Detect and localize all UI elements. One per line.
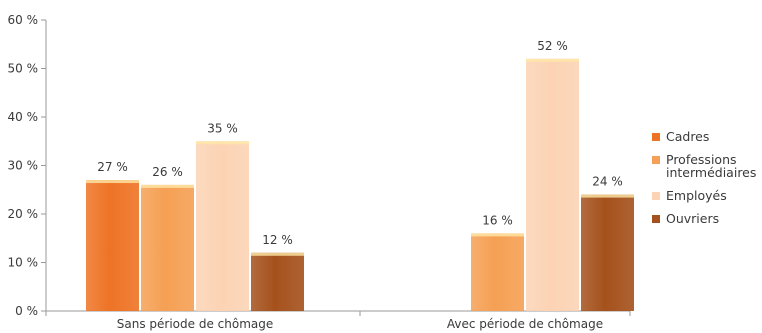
data-label: 27 % [97, 160, 128, 174]
bar [86, 180, 139, 311]
legend-swatch [652, 133, 660, 141]
bar-top-highlight [86, 180, 139, 184]
legend-label: Employés [666, 188, 727, 203]
legend-swatch [652, 156, 660, 164]
legend-item-professions-intermediaires: Professions intermédiaires [652, 153, 762, 179]
y-tick-label: 20 % [8, 207, 39, 221]
legend-label: Professions intermédiaires [666, 152, 757, 180]
bar-top-highlight [471, 233, 524, 237]
x-category-label: Avec période de chômage [447, 317, 603, 331]
data-label: 12 % [262, 233, 293, 247]
bar-top-highlight [141, 184, 194, 188]
legend-label: Cadres [666, 129, 710, 144]
data-label: 52 % [537, 39, 568, 53]
bar-top-highlight [581, 194, 634, 198]
data-label: 35 % [207, 121, 238, 135]
legend-item-cadres: Cadres [652, 130, 762, 143]
bar [526, 58, 579, 311]
legend-label: Ouvriers [666, 211, 720, 226]
bar [196, 141, 249, 311]
data-label: 26 % [152, 165, 183, 179]
axes: 0 % 10 % 20 % 30 % 40 % 50 % 60 % Sans période … [8, 13, 631, 331]
y-tick-label: 10 % [8, 256, 39, 270]
y-tick-label: 40 % [8, 110, 39, 124]
legend: Cadres Professions intermédiaires Employ… [652, 130, 762, 235]
bar [471, 233, 524, 311]
legend-item-ouvriers: Ouvriers [652, 212, 762, 225]
bar-top-highlight [526, 58, 579, 62]
legend-item-employes: Employés [652, 189, 762, 202]
bar [141, 184, 194, 311]
y-tick-label: 30 % [8, 159, 39, 173]
y-tick-label: 0 % [15, 304, 38, 318]
bar [581, 194, 634, 311]
data-label: 24 % [592, 175, 623, 189]
data-label: 16 % [482, 213, 513, 227]
bar-top-highlight [196, 141, 249, 145]
x-category-label: Sans période de chômage [117, 317, 273, 331]
bar [251, 252, 304, 311]
y-tick-label: 50 % [8, 62, 39, 76]
data-labels: 27 % 26 % 35 % 12 % 16 % 52 % 24 % [97, 39, 623, 247]
bar-top-highlight [251, 252, 304, 256]
legend-swatch [652, 192, 660, 200]
legend-swatch [652, 215, 660, 223]
y-tick-label: 60 % [8, 13, 39, 27]
bars [86, 58, 634, 311]
